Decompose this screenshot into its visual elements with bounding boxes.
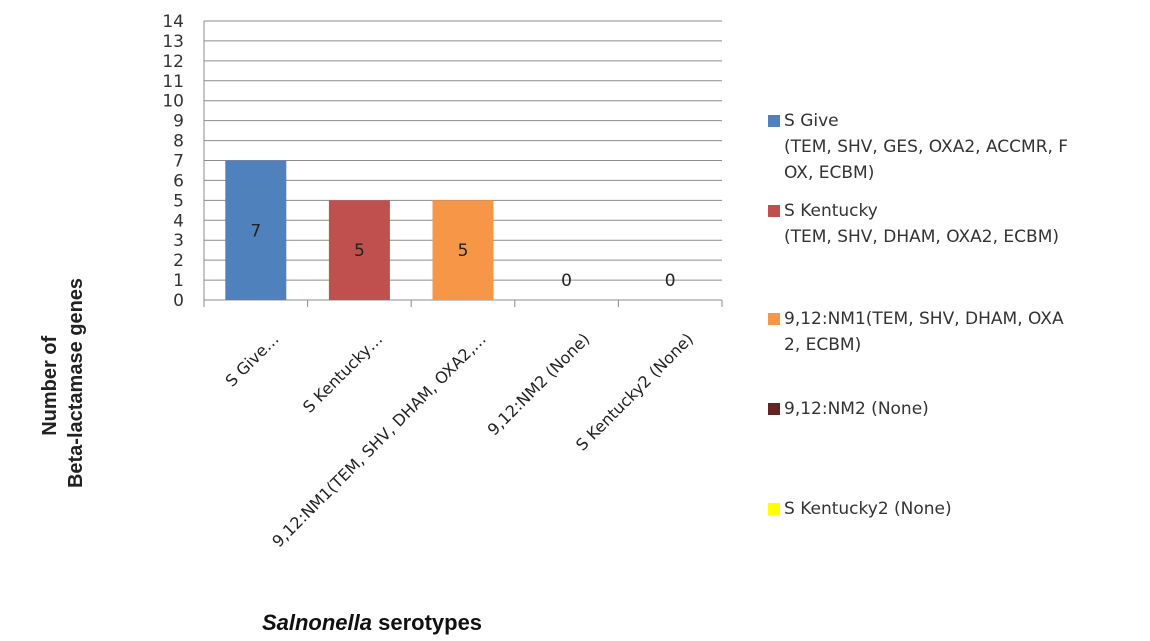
x-axis-title-rest: serotypes bbox=[372, 610, 482, 635]
data-label: 0 bbox=[665, 271, 676, 291]
bar bbox=[225, 160, 287, 300]
y-tick-label: 4 bbox=[173, 211, 184, 231]
bar bbox=[328, 200, 390, 300]
y-tick-label: 12 bbox=[162, 52, 184, 72]
y-tick-label: 6 bbox=[173, 171, 184, 191]
data-label: 7 bbox=[250, 221, 261, 241]
y-axis-title-line2: Beta-lactamase genes bbox=[65, 278, 87, 488]
legend-item: S Give (TEM, SHV, GES, OXA2, ACCMR, F OX… bbox=[768, 108, 1144, 186]
bar bbox=[432, 200, 494, 300]
y-tick-label: 9 bbox=[173, 112, 184, 132]
y-tick-label: 3 bbox=[173, 231, 184, 251]
legend-item: S Kentucky2 (None) bbox=[768, 496, 1144, 522]
legend-item: 9,12:NM2 (None) bbox=[768, 396, 1144, 422]
data-label: 0 bbox=[561, 271, 572, 291]
legend-swatch bbox=[768, 503, 780, 515]
y-tick-label: 11 bbox=[162, 72, 184, 92]
legend-label: 9,12:NM2 (None) bbox=[784, 399, 929, 419]
y-tick-label: 13 bbox=[162, 32, 184, 52]
legend-label: S Kentucky2 (None) bbox=[784, 499, 952, 519]
y-tick-label: 8 bbox=[173, 132, 184, 152]
legend-swatch bbox=[768, 403, 780, 415]
legend-label: S Kentucky (TEM, SHV, DHAM, OXA2, ECBM) bbox=[784, 201, 1059, 247]
y-tick-label: 2 bbox=[173, 251, 184, 271]
bars bbox=[225, 160, 494, 300]
x-axis-title-italic: Salnonella bbox=[262, 610, 372, 635]
data-labels: 7 5 5 0 0 bbox=[250, 221, 675, 291]
legend-label: 9,12:NM1(TEM, SHV, DHAM, OXA 2, ECBM) bbox=[784, 309, 1064, 355]
x-axis-title: Salnonella serotypes bbox=[262, 610, 482, 635]
x-tick-label: 9,12:NM2 (None) bbox=[484, 329, 594, 439]
legend-label: S Give (TEM, SHV, GES, OXA2, ACCMR, F OX… bbox=[784, 111, 1069, 183]
y-tick-label: 5 bbox=[173, 191, 184, 211]
data-label: 5 bbox=[458, 241, 469, 261]
data-label: 5 bbox=[354, 241, 365, 261]
legend-item: 9,12:NM1(TEM, SHV, DHAM, OXA 2, ECBM) bbox=[768, 306, 1144, 358]
x-tick-label: S Kentucky… bbox=[299, 329, 386, 416]
y-axis-title: Number of Beta-lactamase genes bbox=[39, 278, 87, 488]
y-tick-label: 10 bbox=[162, 92, 184, 112]
legend-swatch bbox=[768, 313, 780, 325]
x-tick-label: 9,12:NM1(TEM, SHV, DHAM, OXA2,… bbox=[268, 329, 490, 551]
y-tick-label: 7 bbox=[173, 152, 184, 172]
y-axis-title-line1: Number of bbox=[39, 335, 61, 435]
x-tick-label: S Kentucky2 (None) bbox=[572, 329, 697, 454]
legend-item: S Kentucky (TEM, SHV, DHAM, OXA2, ECBM) bbox=[768, 198, 1144, 250]
legend-swatch bbox=[768, 205, 780, 217]
x-tick-label: S Give… bbox=[222, 329, 283, 390]
y-tick-label: 14 bbox=[162, 12, 184, 32]
y-tick-label: 0 bbox=[173, 291, 184, 311]
x-tick-labels: S Give… S Kentucky…9,12:NM1(TEM, SHV, DHA… bbox=[222, 329, 697, 551]
y-tick-label: 1 bbox=[173, 271, 184, 291]
legend-swatch bbox=[768, 115, 780, 127]
